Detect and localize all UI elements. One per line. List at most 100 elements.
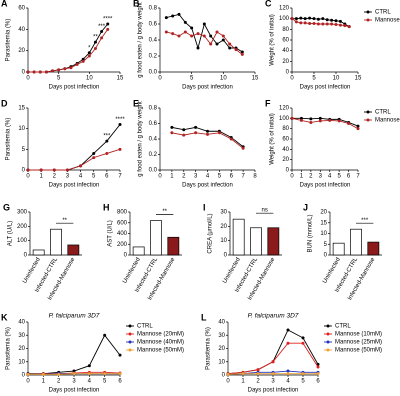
series-line <box>227 329 319 375</box>
data-point <box>41 372 45 376</box>
y-tick-label: 40 <box>218 320 225 326</box>
data-point <box>330 22 334 26</box>
x-tick-label: 10 <box>220 76 227 82</box>
y-tick-label: 40 <box>18 27 25 33</box>
data-point <box>81 57 85 61</box>
data-point <box>87 51 91 55</box>
data-point <box>190 26 194 30</box>
x-tick-label: 0 <box>290 76 294 82</box>
bar <box>167 236 180 256</box>
x-tick-label: 4 <box>286 379 290 385</box>
bar <box>250 227 262 256</box>
bar <box>332 242 345 256</box>
panel-label: C <box>265 0 272 8</box>
data-point <box>337 119 341 123</box>
data-point <box>51 69 55 73</box>
x-tick-label: 2 <box>309 174 313 180</box>
series-line <box>292 117 359 127</box>
data-point <box>301 372 305 376</box>
y-tick-label: 0.0 <box>149 168 158 174</box>
legend-label: Mannose (20mM) <box>137 332 184 338</box>
legend-marker <box>326 324 330 328</box>
data-point <box>294 20 298 24</box>
data-point <box>57 372 61 376</box>
x-tick-label: 0 <box>26 379 30 385</box>
chart-title: P. falciparum 3D7 <box>49 313 100 320</box>
data-point <box>100 36 104 40</box>
x-tick-label: 10 <box>333 76 340 82</box>
legend-marker <box>326 332 330 336</box>
bar <box>232 218 245 256</box>
y-tick-label: 100 <box>17 238 28 244</box>
x-tick-label: 15 <box>252 76 259 82</box>
data-point <box>118 353 122 357</box>
significance: **** <box>115 117 125 123</box>
x-tick-label: Uninfected <box>122 257 142 285</box>
y-tick-label: 20 <box>18 346 25 352</box>
y-tick-label: 60 <box>282 38 289 44</box>
x-tick-label: 1 <box>39 174 43 180</box>
y-tick-label: 0 <box>24 253 28 259</box>
data-point <box>301 341 305 345</box>
y-tick-label: 0 <box>286 70 290 76</box>
data-point <box>26 168 30 172</box>
panel-label: D <box>1 98 8 108</box>
significance: ns <box>261 208 267 214</box>
y-tick-label: 0 <box>224 253 228 259</box>
data-point <box>316 365 320 369</box>
x-tick-label: 1 <box>42 379 46 385</box>
y-tick-label: 100 <box>279 116 290 122</box>
x-tick-label: 3 <box>72 379 76 385</box>
data-point <box>194 125 198 129</box>
y-tick-label: 10 <box>18 359 25 365</box>
y-tick-label: 30 <box>18 333 25 339</box>
legend-marker <box>128 348 132 352</box>
x-tick-label: 3 <box>319 174 323 180</box>
y-tick-label: 0.4 <box>149 38 158 44</box>
legend-label: Mannose (40mM) <box>137 340 184 346</box>
y-axis-label: Weight (% of initial) <box>270 113 276 165</box>
y-tick-label: 0.2 <box>149 152 158 158</box>
significance: ** <box>62 218 67 224</box>
y-tick-label: 40 <box>18 320 25 326</box>
y-tick-label: 15 <box>18 106 25 112</box>
y-tick-label: 0.8 <box>149 6 158 12</box>
x-tick-label: 7 <box>241 174 245 180</box>
data-point <box>308 16 312 20</box>
data-point <box>183 20 187 24</box>
y-tick-label: 15 <box>320 220 327 226</box>
x-tick-label: 10 <box>86 76 93 82</box>
data-point <box>328 118 332 122</box>
x-tick-label: 5 <box>103 379 107 385</box>
data-point <box>299 21 303 25</box>
data-point <box>106 22 110 26</box>
data-point <box>334 23 338 27</box>
panel-label: F <box>265 98 271 108</box>
data-point <box>240 50 244 54</box>
y-tick-label: 60 <box>282 137 289 143</box>
data-point <box>118 372 122 376</box>
data-point <box>240 52 244 56</box>
data-point <box>79 164 83 168</box>
series-line <box>227 342 319 375</box>
series-line <box>291 117 359 130</box>
data-point <box>87 372 91 376</box>
y-tick-label: 5 <box>324 242 328 248</box>
y-axis-label: Parasitemia (%) <box>6 118 12 161</box>
x-tick-label: 5 <box>190 76 194 82</box>
y-tick-label: 20 <box>282 157 289 163</box>
y-tick-label: 0 <box>286 168 290 174</box>
data-point <box>338 23 342 27</box>
data-point <box>206 132 209 136</box>
legend-label: Mannose (25mM) <box>335 340 382 346</box>
legend-marker <box>128 332 132 336</box>
x-tick-label: 0 <box>158 174 162 180</box>
significance: * <box>88 45 91 51</box>
y-tick-label: 0 <box>324 253 328 259</box>
data-point <box>26 70 30 74</box>
data-point <box>196 32 200 36</box>
panel-label: A <box>1 0 8 8</box>
panel-label: H <box>103 202 110 212</box>
panel-label: B <box>133 0 140 8</box>
